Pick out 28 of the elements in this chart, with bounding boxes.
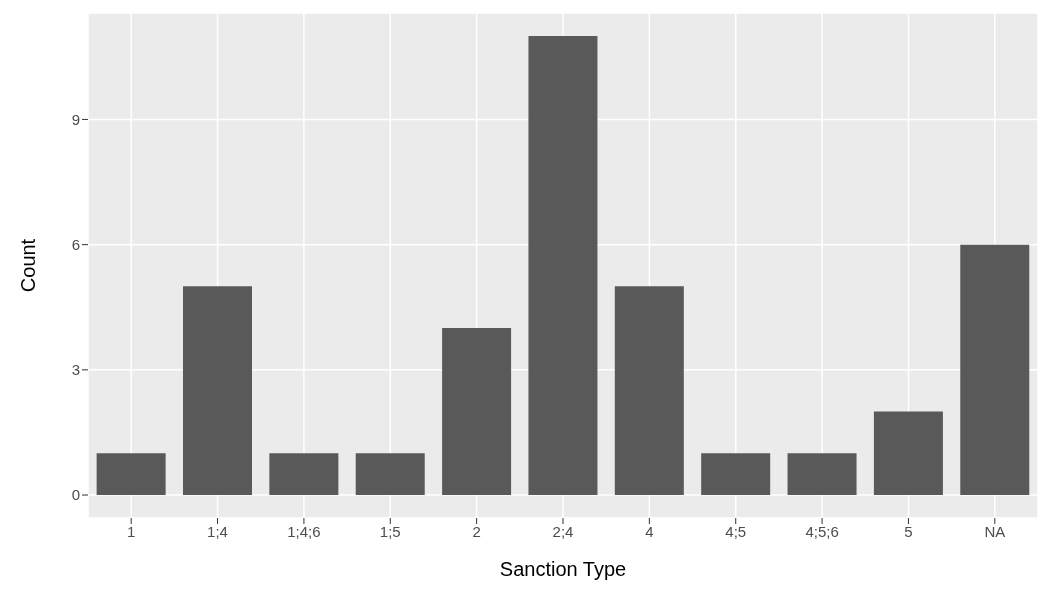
x-tick-label: 4;5;6 — [805, 522, 839, 540]
x-tick-label: 1;4;6 — [287, 522, 321, 540]
bar — [96, 453, 166, 496]
bar — [614, 286, 684, 496]
x-tick-label: NA — [984, 522, 1006, 540]
y-tick-label: 9 — [71, 110, 80, 128]
y-tick-label: 3 — [71, 361, 80, 379]
x-tick-label: 2;4 — [552, 522, 574, 540]
bar — [787, 453, 857, 496]
x-tick-label: 1;4 — [207, 522, 228, 540]
bar — [442, 328, 512, 496]
bar — [873, 411, 943, 496]
x-tick-label: 4 — [645, 522, 654, 540]
x-tick-label: 5 — [904, 522, 913, 540]
x-tick-label: 2 — [472, 522, 481, 540]
x-tick-label: 4;5 — [725, 522, 747, 540]
bar — [960, 244, 1030, 496]
bar — [355, 453, 425, 496]
y-tick-label: 6 — [71, 235, 80, 253]
x-axis-title: Sanction Type — [499, 558, 627, 580]
bar — [269, 453, 339, 496]
bar — [701, 453, 771, 496]
y-tick-label: 0 — [71, 486, 80, 504]
x-tick-label: 1 — [127, 522, 136, 540]
y-axis-title: Count — [17, 238, 40, 293]
bar — [528, 35, 598, 496]
bar — [183, 286, 252, 496]
x-tick-label: 1;5 — [379, 522, 401, 540]
